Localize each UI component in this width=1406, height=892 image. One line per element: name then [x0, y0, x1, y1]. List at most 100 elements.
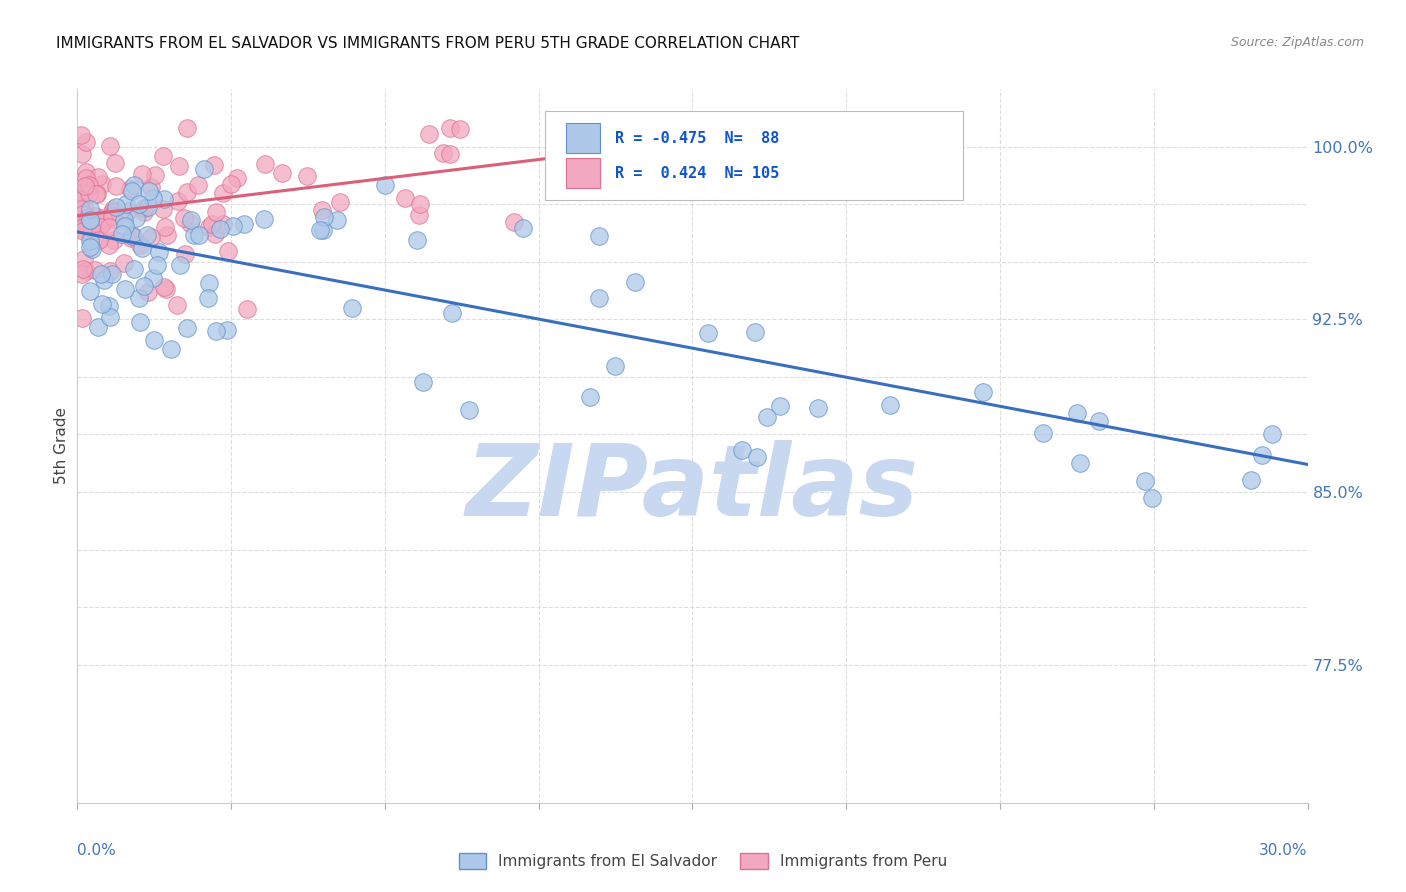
Point [312, 222, 335, 236]
Point [253, 157, 276, 171]
Point [121, 228, 143, 243]
Point [394, 191, 416, 205]
Point [441, 305, 464, 319]
Point [124, 178, 146, 192]
Point [70, 186, 93, 201]
Point [79, 234, 101, 248]
Point [212, 186, 235, 200]
Point [80, 232, 103, 246]
Point [97, 237, 120, 252]
Legend: Immigrants from El Salvador, Immigrants from Peru: Immigrants from El Salvador, Immigrants … [453, 847, 953, 875]
Point [132, 278, 155, 293]
FancyBboxPatch shape [565, 123, 600, 153]
Point [125, 211, 148, 226]
Point [879, 398, 901, 412]
Point [340, 301, 363, 315]
Point [169, 258, 191, 272]
Point [98, 139, 121, 153]
Point [72, 224, 94, 238]
Point [112, 213, 135, 227]
Point [90, 268, 112, 282]
Point [503, 215, 526, 229]
Point [432, 146, 454, 161]
Point [155, 220, 177, 235]
Point [1066, 406, 1088, 420]
Point [79, 202, 101, 216]
Point [93, 273, 115, 287]
Point [89, 233, 111, 247]
Point [70, 268, 93, 282]
Point [87, 319, 110, 334]
Point [87, 170, 110, 185]
Point [104, 200, 127, 214]
Point [176, 185, 198, 199]
Point [75, 178, 97, 193]
Point [405, 233, 427, 247]
Point [79, 284, 101, 298]
Point [104, 156, 127, 170]
Point [1069, 456, 1091, 470]
Point [1133, 474, 1156, 488]
Point [745, 450, 768, 464]
Point [166, 298, 188, 312]
Point [1251, 448, 1274, 462]
Point [579, 390, 602, 404]
Point [152, 202, 174, 217]
Point [439, 147, 461, 161]
Point [623, 275, 645, 289]
Point [221, 219, 243, 233]
Point [176, 321, 198, 335]
Point [217, 323, 239, 337]
Point [139, 230, 162, 244]
FancyBboxPatch shape [565, 159, 600, 188]
Point [83, 214, 105, 228]
Point [155, 282, 177, 296]
Point [79, 240, 101, 254]
Point [105, 178, 128, 193]
Point [131, 167, 153, 181]
Point [198, 219, 221, 234]
Point [98, 219, 121, 234]
Point [439, 121, 461, 136]
Y-axis label: 5th Grade: 5th Grade [53, 408, 69, 484]
Point [143, 168, 166, 182]
Text: IMMIGRANTS FROM EL SALVADOR VS IMMIGRANTS FROM PERU 5TH GRADE CORRELATION CHART: IMMIGRANTS FROM EL SALVADOR VS IMMIGRANT… [56, 36, 800, 51]
Point [183, 228, 205, 243]
Point [80, 242, 103, 256]
Point [98, 263, 121, 277]
Point [253, 211, 276, 226]
Point [271, 166, 294, 180]
Point [188, 228, 211, 243]
Point [311, 202, 333, 217]
Point [128, 291, 150, 305]
Point [755, 409, 778, 424]
Point [326, 212, 349, 227]
Point [153, 192, 176, 206]
Text: ZIPatlas: ZIPatlas [465, 441, 920, 537]
Point [70, 221, 93, 235]
Point [132, 205, 155, 219]
Point [374, 178, 396, 193]
Point [208, 222, 231, 236]
Point [309, 223, 332, 237]
Point [103, 211, 125, 226]
Text: 30.0%: 30.0% [1260, 843, 1308, 858]
Point [117, 204, 139, 219]
Point [744, 325, 766, 339]
Point [77, 186, 100, 201]
Point [83, 263, 105, 277]
Point [769, 399, 792, 413]
Point [176, 121, 198, 136]
Text: Source: ZipAtlas.com: Source: ZipAtlas.com [1230, 36, 1364, 49]
Point [148, 244, 170, 259]
Point [70, 211, 93, 226]
Point [70, 205, 93, 219]
Point [418, 127, 440, 141]
Point [70, 194, 93, 208]
Point [167, 160, 190, 174]
Point [201, 217, 224, 231]
Point [138, 184, 160, 198]
Point [212, 217, 235, 231]
Point [696, 326, 718, 340]
Point [79, 213, 101, 227]
